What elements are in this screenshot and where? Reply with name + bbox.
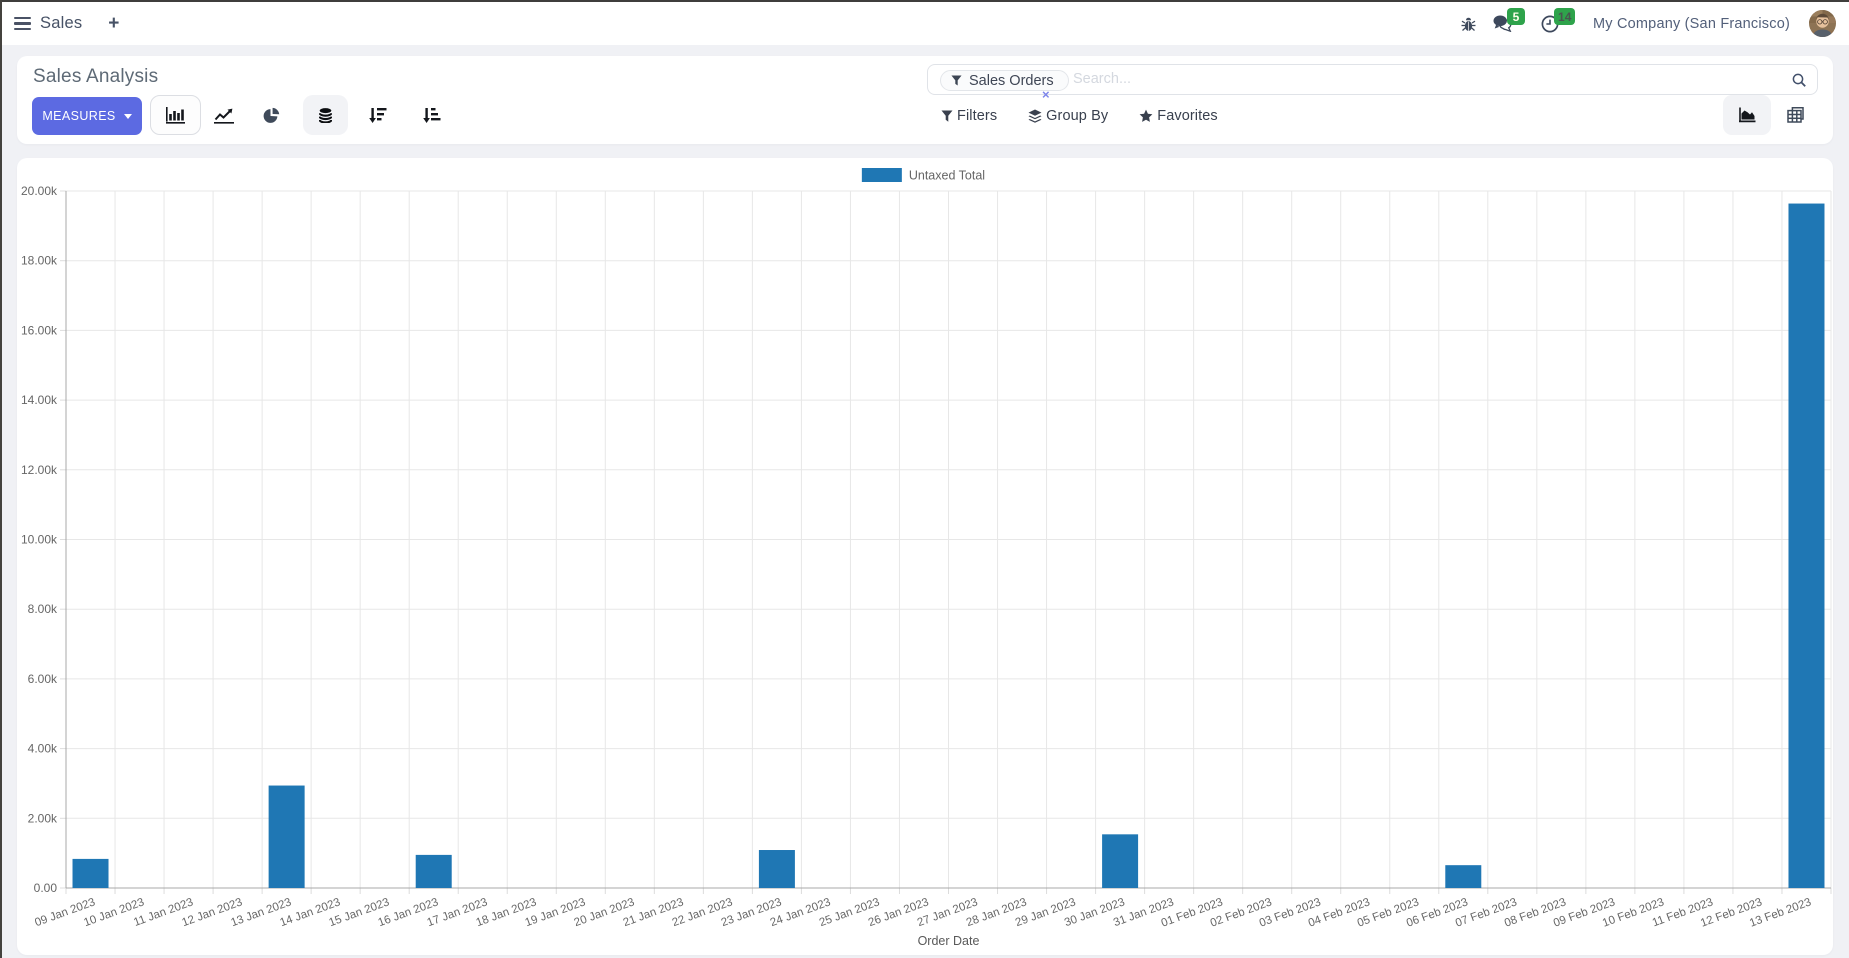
group-by-label: Group By [1046,108,1109,124]
search-input-placeholder[interactable]: Search... [1073,71,1132,87]
measures-label: MEASURES [42,109,116,123]
filters-menu-button[interactable]: Filters [941,108,997,124]
pivot-view-button[interactable] [1771,95,1819,135]
navbar-left: Sales + [0,3,119,45]
bar-chart: 0.00 2.00k 4.00k 6.00k 8.00k 10.00k 12.00k 14.0… [21,168,1832,948]
svg-text:6.00k: 6.00k [28,672,58,686]
hamburger-icon [13,16,31,31]
facet-label: Sales Orders [969,72,1054,89]
svg-text:12.00k: 12.00k [21,463,58,477]
svg-text:10.00k: 10.00k [21,533,58,547]
facet-remove-button[interactable]: × [1042,87,1050,102]
activities-count-badge: 14 [1554,8,1576,25]
favorites-label: Favorites [1157,108,1218,124]
window-left-edge [0,0,2,958]
svg-text:20.00k: 20.00k [21,184,58,198]
line-chart-button[interactable] [201,95,247,135]
search-facet[interactable]: Sales Orders [940,70,1069,91]
svg-text:14.00k: 14.00k [21,393,58,407]
svg-text:2.00k: 2.00k [28,811,58,825]
navbar: Sales + 5 [0,2,1849,45]
layers-icon [1028,109,1042,123]
sort-ascending-button[interactable] [409,95,455,135]
sort-descending-button[interactable] [355,95,401,135]
graph-view-button[interactable] [1723,95,1771,135]
filters-label: Filters [957,108,998,124]
bar-chart-icon [166,106,185,124]
user-avatar[interactable] [1809,10,1836,37]
new-tab-button[interactable]: + [108,13,120,34]
line-chart-icon [214,108,234,124]
svg-text:4.00k: 4.00k [28,742,58,756]
messages-count-badge: 5 [1507,8,1526,25]
measures-button[interactable]: MEASURES [32,97,142,135]
bar-chart-button[interactable] [150,95,201,135]
pie-chart-icon [263,107,279,123]
svg-text:8.00k: 8.00k [28,602,58,616]
pie-chart-button[interactable] [248,95,294,135]
stacked-toggle-button[interactable] [303,95,348,135]
search-bar[interactable]: Sales Orders Search... × [927,64,1818,101]
bug-icon [1461,17,1476,31]
filter-icon [951,75,962,86]
messages-menu-button[interactable]: 5 [1493,2,1526,45]
favorites-menu-button[interactable]: Favorites [1139,108,1218,124]
chart-area: 0.00 2.00k 4.00k 6.00k 8.00k 10.00k 12.00k 14.0… [17,158,1833,955]
company-switcher[interactable]: My Company (San Francisco) [1593,15,1790,32]
sort-ascending-icon [423,107,441,123]
svg-text:18.00k: 18.00k [21,254,58,268]
database-icon [319,107,332,123]
sort-descending-icon [369,107,387,123]
control-panel: Sales Analysis MEASURES [17,56,1833,144]
search-icon[interactable] [1791,72,1808,94]
area-chart-icon [1738,107,1755,123]
apps-menu-button[interactable] [0,3,44,45]
star-icon [1139,109,1153,122]
search-options: Filters Group By Favorites [941,108,1249,124]
filters-icon [941,110,953,122]
svg-text:16.00k: 16.00k [21,323,58,337]
pivot-table-icon [1786,107,1804,123]
window-top-edge [0,0,1849,2]
app-name[interactable]: Sales [40,14,83,32]
systray: 5 14 My Company (San Francisco) [1461,2,1849,45]
activities-menu-button[interactable]: 14 [1541,2,1576,45]
view-switcher [1723,95,1819,135]
view-title: Sales Analysis [33,66,159,87]
group-by-menu-button[interactable]: Group By [1028,108,1108,124]
legend-label: Untaxed Total [909,169,985,183]
debug-menu-button[interactable] [1461,2,1476,45]
x-axis-title: Order Date [918,934,980,948]
avatar-image [1809,10,1836,37]
caret-down-icon [123,113,132,119]
svg-text:0.00: 0.00 [34,881,58,895]
